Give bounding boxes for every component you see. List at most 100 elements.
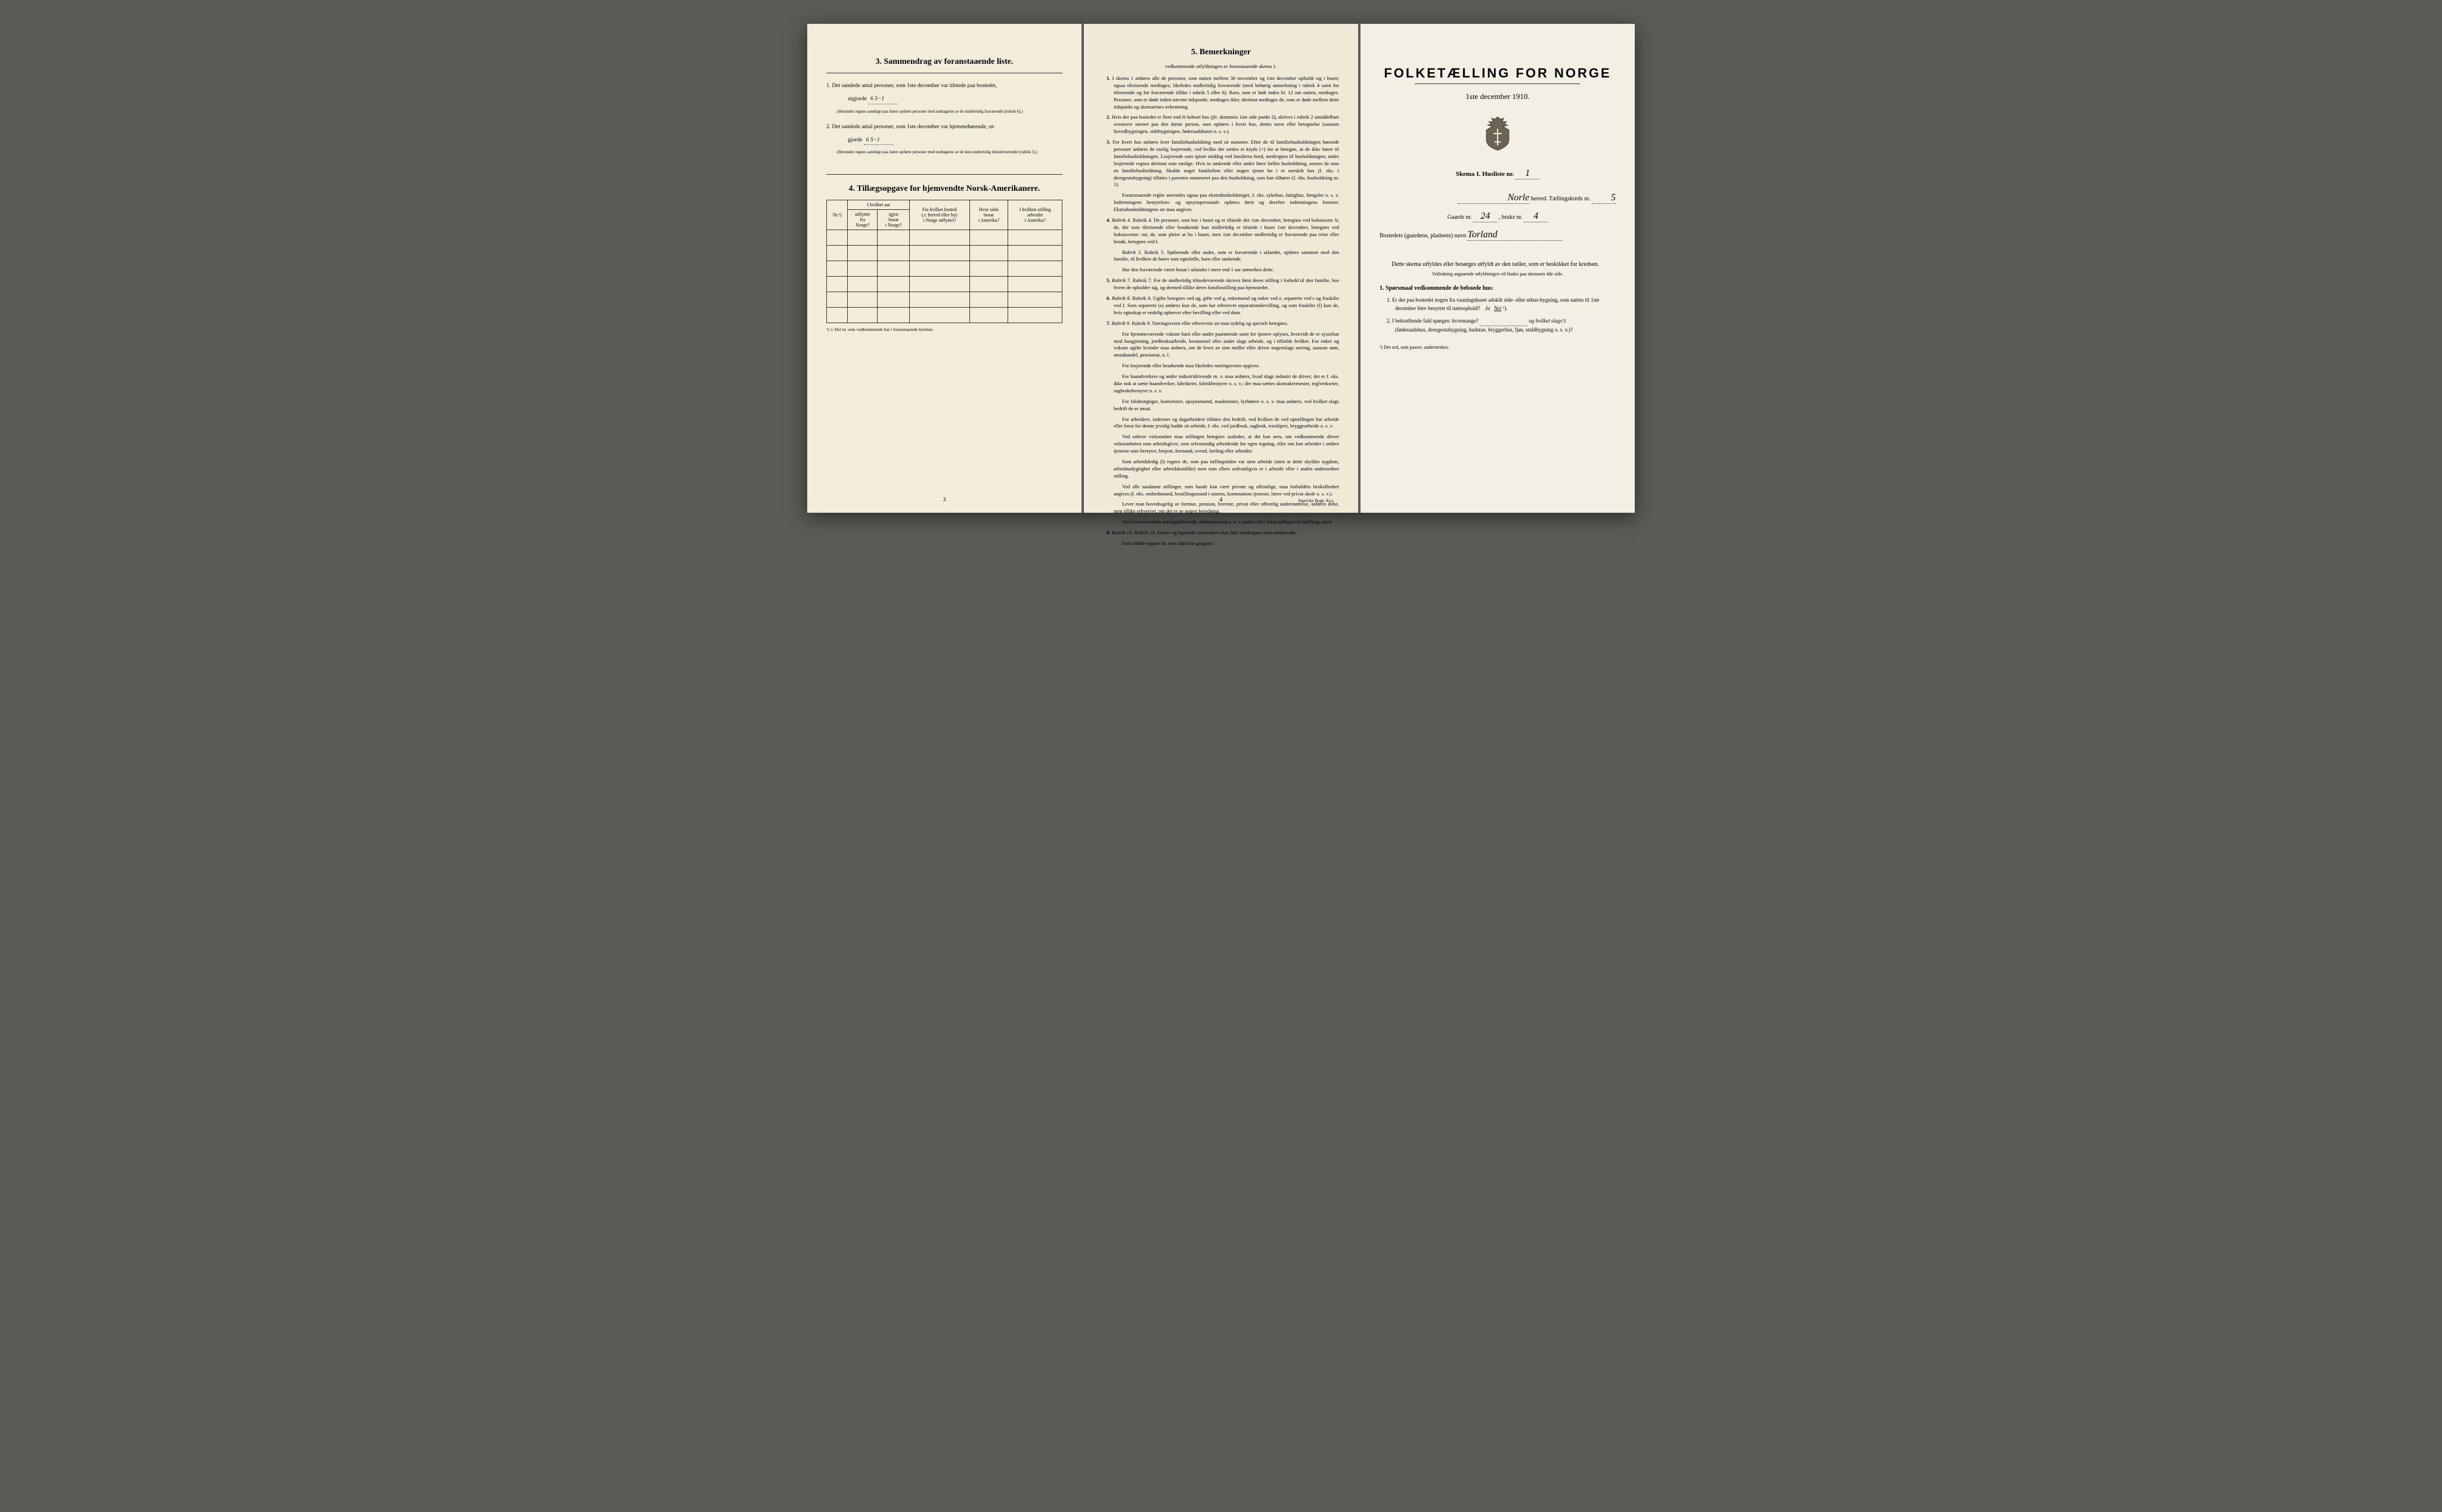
- table-row: [827, 308, 1062, 323]
- note-7-p3: For fuldmægtiger, kontorister, opsynsmæn…: [1103, 398, 1339, 413]
- q2-mid: og hvilket slags¹): [1529, 318, 1566, 324]
- gaards-value: 24: [1473, 211, 1497, 222]
- table-row: [827, 230, 1062, 246]
- skema-label: Skema I. Husliste nr.: [1456, 171, 1514, 178]
- table-row: [827, 246, 1062, 261]
- q2-text: 2. I bekræftende fald spørges: hvormange…: [1387, 318, 1479, 324]
- th-utflyttet: utflyttet fra Norge?: [848, 210, 878, 230]
- note-8-text: Rubrik 14. Sinker og lignende aandssløve…: [1135, 529, 1297, 535]
- question-2: 2. I bekræftende fald spørges: hvormange…: [1380, 317, 1616, 334]
- bosted-line: Bostedets (gaardens, pladsens) navn Torl…: [1380, 230, 1616, 241]
- note-5: 5. Rubrik 7. Rubrik 7. For de midlertidi…: [1103, 277, 1339, 292]
- item1-label: utgjorde: [848, 96, 867, 102]
- table-row: [827, 277, 1062, 292]
- section-3-title: 3. Sammendrag av foranstaaende liste.: [826, 57, 1062, 67]
- instruction-sub: Veiledning angaaende utfyldningen vil fi…: [1380, 271, 1616, 277]
- note-5-text: Rubrik 7. For de midlertidig tilstedevær…: [1114, 277, 1339, 290]
- note-7-p1: For losjerende eller besøkende maa likel…: [1103, 362, 1339, 370]
- gaards-label: Gaards nr.: [1448, 214, 1472, 221]
- note-3: 3. For hvert hus anføres hver familiehus…: [1103, 139, 1339, 188]
- q1-sup: ¹).: [1503, 305, 1508, 311]
- th-aar: I hvilket aar: [848, 200, 910, 210]
- th-nr: Nr.¹): [827, 200, 848, 230]
- th-igjen: igjen bosat i Norge?: [878, 210, 910, 230]
- note-2-text: Hvis der paa bostedet er flere end ét be…: [1112, 114, 1339, 134]
- gaards-line: Gaards nr. 24 , bruks nr. 4: [1380, 211, 1616, 222]
- kreds-value: 5: [1592, 193, 1616, 204]
- note-4: 4. Rubrik 4. Rubrik 4. De personer, som …: [1103, 217, 1339, 246]
- item2-value-line: gjorde 6 5−1: [837, 136, 1062, 145]
- note-7-p7: Ved alle saadanne stillinger, som baade …: [1103, 484, 1339, 498]
- note-8: 8. Rubrik 14. Rubrik 14. Sinker og ligne…: [1103, 529, 1339, 537]
- note-2: 2. Hvis der paa bostedet er flere end ét…: [1103, 114, 1339, 135]
- note-7-p9: Ved forhenværende næringsdrivende, embed…: [1103, 519, 1339, 526]
- page-4: 5. Bemerkninger vedkommende utfyldningen…: [1084, 24, 1358, 513]
- note-3-text: For hvert hus anføres hver familiehushol…: [1112, 139, 1339, 187]
- table-row: [827, 292, 1062, 308]
- note-7-text: Rubrik 9. Næringsveien eller erhvervets …: [1132, 320, 1288, 326]
- document-date: 1ste december 1910.: [1380, 92, 1616, 101]
- skema-line: Skema I. Husliste nr. 1: [1380, 168, 1616, 179]
- divider: [826, 174, 1062, 175]
- q2-tail: (føderaadshus, drengestubygning, badstue…: [1395, 327, 1573, 333]
- herred-value: Norle: [1458, 193, 1529, 204]
- summary-item-1: 1. Det samlede antal personer, som 1ste …: [826, 82, 1062, 90]
- herred-label: herred. Tællingskreds nr.: [1531, 196, 1591, 202]
- page-number: 4: [1220, 497, 1223, 503]
- note-7-p0: For hjemmeværende voksne barn eller andr…: [1103, 331, 1339, 360]
- herred-line: Norle herred. Tællingskreds nr. 5: [1380, 193, 1616, 204]
- document-title: FOLKETÆLLING FOR NORGE: [1380, 66, 1616, 81]
- table-footnote: ¹) ɔ: Det nr. som vedkommende har i fora…: [826, 327, 1062, 332]
- title-rule: [1415, 83, 1580, 85]
- note-4-extra1: Rubrik 5. Rubrik 5. Sjøfarende eller and…: [1103, 249, 1339, 264]
- bemerkninger-body: 1. I skema 1 anføres alle de personer, s…: [1103, 75, 1339, 547]
- bosted-value: Torland: [1467, 230, 1563, 241]
- table-row: [827, 261, 1062, 277]
- item2-label: gjorde: [848, 137, 862, 143]
- census-document: 3. Sammendrag av foranstaaende liste. 1.…: [807, 24, 1635, 513]
- page-number: 3: [943, 497, 946, 503]
- note-7: 7. Rubrik 9. Rubrik 9. Næringsveien elle…: [1103, 320, 1339, 327]
- bosted-label: Bostedets (gaardens, pladsens) navn: [1380, 233, 1466, 239]
- note-7-p5: Ved enhver virksomhet maa stillingen bet…: [1103, 433, 1339, 455]
- q1-nei: Nei: [1494, 305, 1502, 311]
- questions-heading: 1. Spørsmaal vedkommende de beboede hus:: [1380, 285, 1616, 292]
- th-stilling: I hvilken stilling arbeidet i Amerika?: [1008, 200, 1062, 230]
- note-4-extra2: Har den fraværende været bosat i utlande…: [1103, 267, 1339, 274]
- page-3: 3. Sammendrag av foranstaaende liste. 1.…: [807, 24, 1081, 513]
- bruks-label: , bruks nr.: [1499, 214, 1523, 221]
- note-6: 6. Rubrik 8. Rubrik 8. Ugifte betegnes v…: [1103, 295, 1339, 317]
- cover-footnote: ¹) Det ord, som passer, understrekes.: [1380, 345, 1616, 350]
- section-5-subtitle: vedkommende utfyldningen av foranstaaend…: [1103, 63, 1339, 69]
- q1-answers: Ja Nei ¹).: [1485, 305, 1508, 311]
- coat-of-arms-icon: [1483, 116, 1513, 151]
- note-1: 1. I skema 1 anføres alle de personer, s…: [1103, 75, 1339, 110]
- item2-value: 6 5−1: [864, 136, 894, 145]
- amerikanere-table: Nr.¹) I hvilket aar Fra hvilket bosted (…: [826, 200, 1062, 323]
- note-4-text: Rubrik 4. De personer, som bor i huset o…: [1114, 217, 1339, 244]
- item1-text: 1. Det samlede antal personer, som 1ste …: [826, 83, 997, 89]
- note-1-text: I skema 1 anføres alle de personer, som …: [1112, 75, 1339, 110]
- th-amerika-bosat: Hvor sidst bosat i Amerika?: [969, 200, 1008, 230]
- note-7-p6: Som arbeidsledig (l) regnes de, som paa …: [1103, 458, 1339, 480]
- note-6-text: Rubrik 8. Ugifte betegnes ved ug, gifte …: [1114, 295, 1339, 315]
- item1-note: (Herunder regnes samtlige paa listen opf…: [837, 109, 1062, 114]
- note-4-extra1-text: Rubrik 5. Sjøfarende eller andre, som er…: [1114, 249, 1339, 262]
- item2-note: (Herunder regnes samtlige paa listen opf…: [837, 150, 1062, 155]
- note-3-extra: Foranstaaende regler anvendes ogsaa paa …: [1103, 192, 1339, 213]
- page-1-cover: FOLKETÆLLING FOR NORGE 1ste december 191…: [1361, 24, 1635, 513]
- printer-mark: Steen'ske Bogtr. Kr.a.: [1298, 498, 1334, 503]
- skema-value: 1: [1516, 168, 1539, 179]
- note-8-extra: Som blinde regnes de, som ikke har gangs…: [1103, 540, 1339, 547]
- q2-blank: [1480, 317, 1527, 326]
- bruks-value: 4: [1524, 211, 1548, 222]
- instruction-body: Dette skema utfyldes eller besørges utfy…: [1380, 260, 1616, 269]
- question-1: 1. Er der paa bostedet nogen fra vaaning…: [1380, 296, 1616, 312]
- th-bosted: Fra hvilket bosted (ɔ: herred eller by) …: [910, 200, 970, 230]
- section-5-title: 5. Bemerkninger: [1103, 48, 1339, 57]
- item1-value: 6 5−1: [868, 95, 898, 104]
- note-7-p4: For arbeidere, inderster og dagarbeidere…: [1103, 416, 1339, 430]
- summary-item-2: 2. Det samlede antal personer, som 1ste …: [826, 123, 1062, 131]
- note-7-p2: For haandverkere og andre industridriven…: [1103, 373, 1339, 395]
- item1-value-line: utgjorde 6 5−1: [837, 95, 1062, 104]
